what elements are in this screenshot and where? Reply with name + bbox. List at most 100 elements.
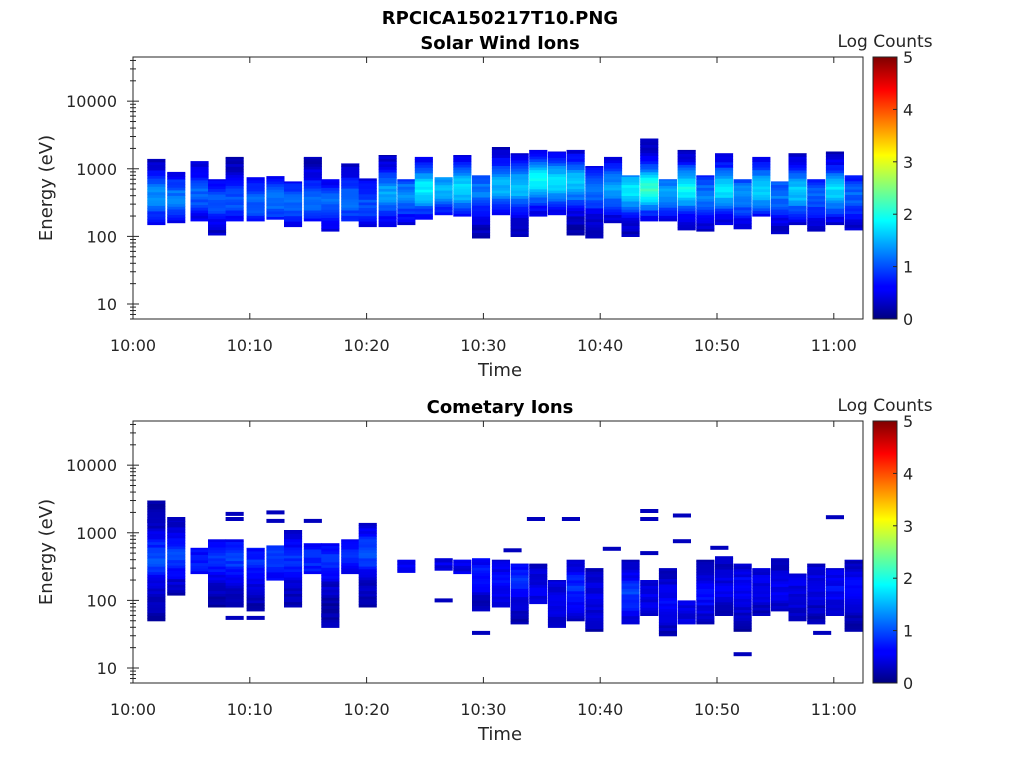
- data-cell: [733, 179, 752, 181]
- data-cell: [566, 155, 585, 160]
- data-cell: [771, 181, 790, 183]
- data-cell: [715, 194, 734, 198]
- data-cell: [715, 153, 734, 157]
- data-cell: [529, 191, 548, 195]
- data-cell: [225, 568, 244, 572]
- energy-column: [696, 175, 715, 232]
- data-cell: [147, 596, 166, 600]
- data-cell: [771, 217, 790, 221]
- data-cell: [658, 182, 677, 186]
- data-cell: [491, 579, 510, 583]
- data-cell: [491, 211, 510, 216]
- data-cell: [696, 222, 715, 227]
- data-cell: [510, 181, 529, 186]
- energy-column: [566, 559, 585, 622]
- data-cell: [147, 191, 166, 195]
- data-cell: [529, 169, 548, 173]
- data-cell: [752, 156, 771, 160]
- data-cell: [341, 190, 360, 195]
- data-cell: [414, 186, 433, 190]
- data-cell: [658, 597, 677, 601]
- data-cell: [807, 580, 826, 584]
- x-tick-label: 10:40: [577, 336, 623, 355]
- data-cell: [715, 159, 734, 163]
- data-cell: [696, 607, 715, 611]
- data-cell: [640, 185, 659, 189]
- data-cell: [358, 207, 377, 211]
- data-cell: [167, 586, 186, 591]
- data-cell: [844, 559, 863, 561]
- data-cell: [788, 598, 807, 603]
- energy-column: [434, 177, 453, 216]
- data-cell: [807, 566, 826, 570]
- data-cell: [825, 577, 844, 581]
- x-tick-label: 10:50: [694, 700, 740, 719]
- data-cell: [358, 199, 377, 203]
- data-cell: [472, 578, 491, 582]
- data-cell: [752, 604, 771, 608]
- data-cell: [147, 544, 166, 548]
- data-cell: [807, 610, 826, 614]
- data-cell: [788, 191, 807, 195]
- data-cell: [341, 204, 360, 208]
- data-cell: [246, 204, 265, 208]
- data-cell: [825, 164, 844, 168]
- data-cell: [284, 544, 303, 548]
- data-cell: [190, 190, 209, 195]
- data-cell: [677, 604, 696, 608]
- data-cell: [566, 229, 585, 233]
- data-cell: [807, 206, 826, 210]
- data-cell: [844, 188, 863, 193]
- data-cell: [341, 539, 360, 542]
- data-cell: [825, 213, 844, 217]
- data-cell: [397, 199, 416, 204]
- data-cell: [266, 213, 285, 217]
- data-cell: [472, 210, 491, 214]
- data-cell: [771, 187, 790, 191]
- data-cell: [303, 559, 322, 564]
- data-cell: [825, 593, 844, 597]
- data-cell: [640, 209, 659, 214]
- energy-column: [321, 179, 340, 232]
- data-cell: [510, 604, 529, 608]
- data-cell: [284, 574, 303, 578]
- data-cell: [208, 582, 227, 586]
- data-cell: [397, 219, 416, 223]
- data-cell: [397, 216, 416, 220]
- data-cell: [561, 517, 580, 521]
- data-cell: [453, 568, 472, 572]
- data-cell: [167, 192, 186, 196]
- data-cell: [397, 559, 416, 562]
- energy-column: [303, 543, 322, 575]
- data-cell: [225, 544, 244, 548]
- data-cell: [341, 201, 360, 205]
- energy-column: [491, 147, 510, 216]
- data-cell: [715, 596, 734, 600]
- data-cell: [788, 216, 807, 220]
- panel-title: Solar Wind Ions: [420, 33, 579, 54]
- data-cell: [341, 182, 360, 186]
- data-cell: [397, 194, 416, 198]
- data-cell: [246, 207, 265, 211]
- data-cell: [246, 572, 265, 576]
- data-cell: [825, 194, 844, 198]
- data-cell: [658, 622, 677, 626]
- data-cell: [225, 179, 244, 184]
- data-cell: [147, 169, 166, 174]
- data-cell: [491, 179, 510, 183]
- data-cell: [788, 593, 807, 597]
- data-cell: [752, 571, 771, 575]
- data-cell: [208, 180, 227, 184]
- data-cell: [640, 607, 659, 611]
- data-cell: [167, 559, 186, 563]
- data-cell: [246, 559, 265, 563]
- data-cell: [844, 227, 863, 231]
- data-cell: [147, 180, 166, 185]
- data-cell: [715, 175, 734, 179]
- data-cell: [621, 577, 640, 581]
- data-cell: [414, 205, 433, 209]
- data-cell: [246, 575, 265, 579]
- data-cell: [621, 591, 640, 595]
- data-cell: [658, 204, 677, 208]
- data-cell: [358, 180, 377, 184]
